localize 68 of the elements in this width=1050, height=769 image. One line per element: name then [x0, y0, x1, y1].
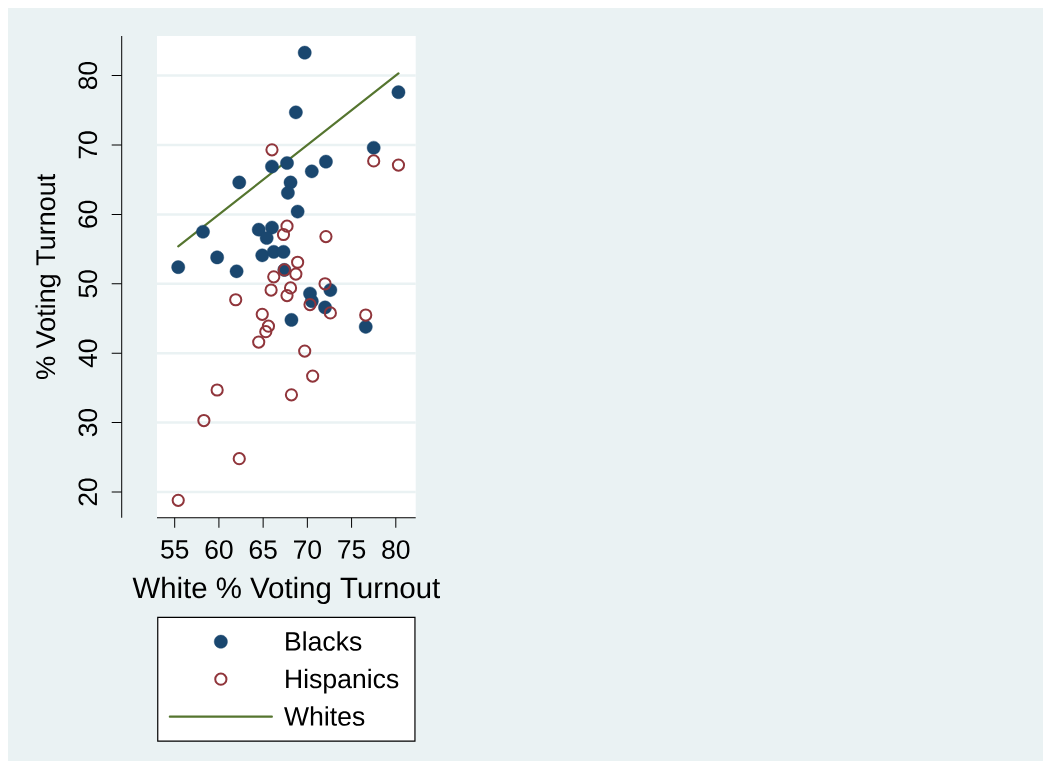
legend-label: Blacks: [286, 631, 362, 651]
point: [267, 270, 281, 284]
point: [391, 158, 406, 172]
point: [265, 220, 279, 235]
point: [297, 45, 312, 60]
point: [171, 260, 186, 274]
point: [283, 281, 298, 295]
y-tick-label: 20: [78, 478, 98, 506]
point: [298, 344, 312, 358]
point: [319, 154, 333, 169]
legend-label: Whites: [284, 706, 365, 726]
point: [276, 245, 291, 259]
point: [171, 493, 185, 507]
y-tick-label: 40: [78, 339, 98, 368]
x-tick-label: 80: [382, 540, 410, 559]
point: [318, 277, 332, 291]
x-tick-label: 75: [338, 540, 366, 559]
point: [196, 224, 210, 239]
point: [265, 159, 279, 174]
point: [229, 293, 243, 307]
x-tick-label: 55: [161, 540, 189, 559]
point: [255, 248, 270, 263]
point: [290, 204, 305, 219]
point: [259, 231, 274, 245]
y-tick-label: 60: [78, 200, 98, 228]
point: [391, 85, 406, 100]
point: [255, 307, 269, 321]
x-tick-label: 65: [249, 540, 277, 559]
y-axis-title: % Voting Turnout: [35, 173, 61, 379]
y-tick-label: 70: [78, 131, 98, 159]
point: [289, 105, 303, 120]
point: [358, 320, 373, 334]
point: [284, 313, 299, 327]
x-axis-title: White % Voting Turnout: [132, 576, 440, 605]
point: [281, 186, 295, 200]
point: [303, 298, 317, 312]
point: [232, 452, 246, 466]
point: [319, 229, 333, 244]
point: [276, 227, 291, 242]
point: [261, 319, 276, 333]
point: [251, 222, 266, 237]
y-tick-label: 30: [78, 408, 98, 437]
y-tick-label: 50: [78, 270, 98, 298]
point: [197, 413, 211, 428]
point: [210, 250, 224, 265]
point: [232, 175, 247, 190]
point: [323, 306, 337, 320]
x-tick-label: 70: [294, 540, 321, 559]
point: [264, 283, 278, 297]
point: [284, 388, 299, 402]
point: [280, 288, 294, 303]
y-tick-label: 80: [78, 61, 98, 90]
point: [359, 308, 373, 322]
point: [366, 140, 381, 155]
x-tick-label: 60: [205, 540, 233, 559]
point: [304, 164, 319, 179]
point: [229, 264, 244, 279]
point: [265, 143, 279, 157]
point: [289, 267, 303, 281]
point: [367, 154, 381, 168]
point: [252, 335, 266, 349]
legend-label: Hispanics: [286, 668, 399, 694]
point: [210, 383, 224, 397]
point: [259, 325, 273, 339]
point: [280, 156, 294, 170]
point: [291, 255, 305, 269]
point: [306, 369, 320, 383]
point: [280, 219, 294, 233]
